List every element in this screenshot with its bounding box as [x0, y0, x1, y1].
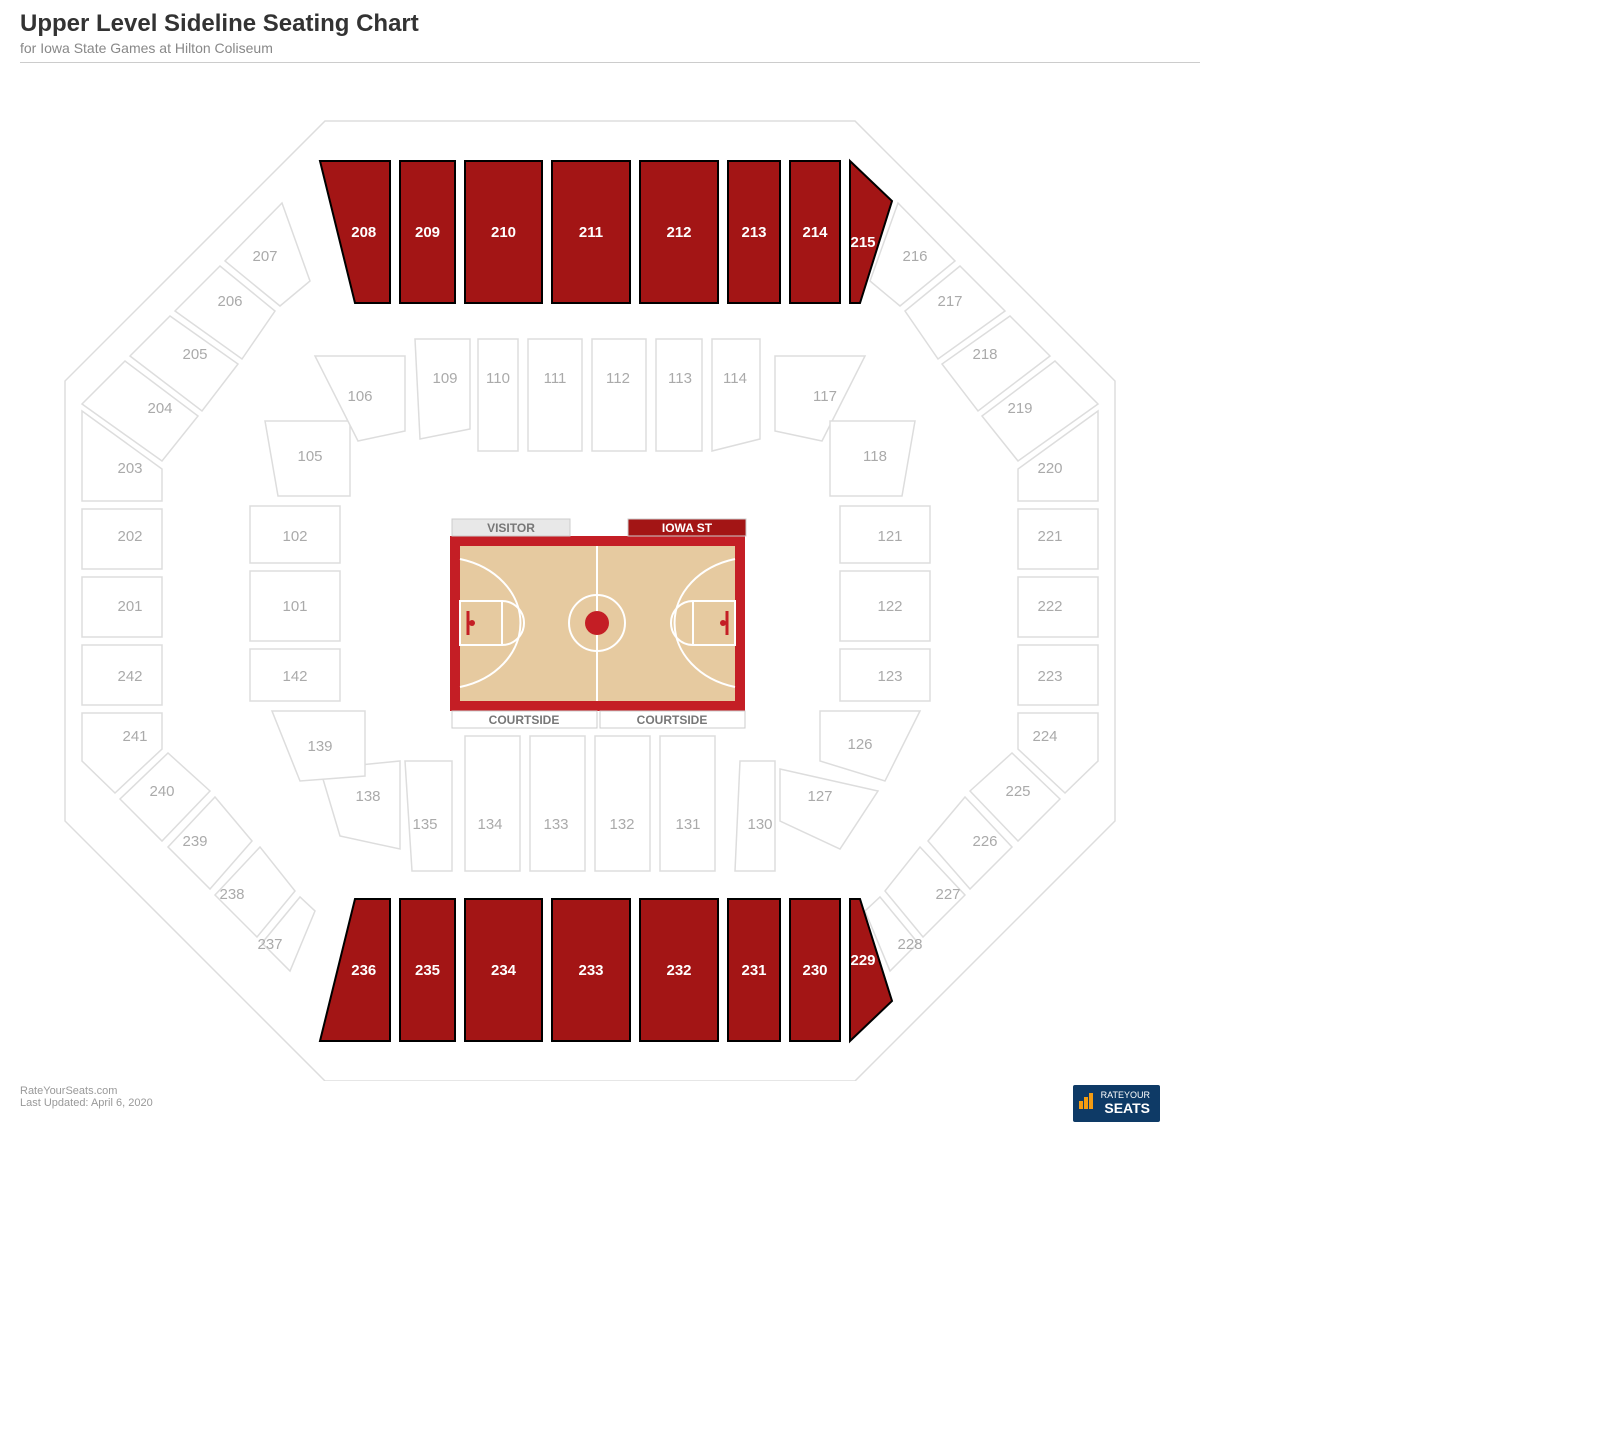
- section-label: 208: [351, 224, 376, 241]
- section-112[interactable]: [592, 339, 646, 451]
- section-label: 240: [149, 783, 174, 800]
- section-label: 109: [432, 370, 457, 387]
- section-label: 233: [578, 962, 603, 979]
- section-label: 220: [1037, 460, 1062, 477]
- section-134[interactable]: [465, 736, 520, 871]
- section-label: 101: [282, 598, 307, 615]
- section-label: 134: [477, 816, 502, 833]
- footer: RateYourSeats.com Last Updated: April 6,…: [20, 1085, 1160, 1122]
- section-label: 127: [807, 788, 832, 805]
- section-label: 132: [609, 816, 634, 833]
- courtside-label-right: COURTSIDE: [637, 713, 708, 727]
- section-label: 218: [972, 346, 997, 363]
- section-label: 227: [935, 886, 960, 903]
- section-label: 207: [252, 248, 277, 265]
- section-label: 241: [122, 728, 147, 745]
- logo-bars-icon: [1079, 1091, 1097, 1109]
- section-label: 214: [802, 224, 828, 241]
- section-111[interactable]: [528, 339, 582, 451]
- visitor-bench-label: VISITOR: [487, 521, 535, 535]
- section-label: 102: [282, 528, 307, 545]
- section-label: 142: [282, 668, 307, 685]
- section-label: 106: [347, 388, 372, 405]
- section-label: 126: [847, 736, 872, 753]
- section-label: 225: [1005, 783, 1030, 800]
- section-label: 105: [297, 448, 322, 465]
- section-label: 223: [1037, 668, 1062, 685]
- chart-title: Upper Level Sideline Seating Chart: [20, 10, 1200, 38]
- section-label: 206: [217, 293, 242, 310]
- section-label: 138: [355, 788, 380, 805]
- section-label: 242: [117, 668, 142, 685]
- section-label: 202: [117, 528, 142, 545]
- section-label: 213: [741, 224, 766, 241]
- section-label: 222: [1037, 598, 1062, 615]
- footer-updated: Last Updated: April 6, 2020: [20, 1097, 153, 1109]
- section-label: 111: [544, 370, 567, 387]
- section-label: 234: [491, 962, 517, 979]
- section-label: 215: [850, 234, 875, 251]
- section-label: 212: [666, 224, 691, 241]
- section-label: 237: [257, 936, 282, 953]
- section-label: 110: [486, 370, 510, 387]
- section-label: 112: [606, 370, 630, 387]
- section-label: 130: [747, 816, 772, 833]
- section-label: 210: [491, 224, 516, 241]
- section-label: 203: [117, 460, 142, 477]
- section-114[interactable]: [712, 339, 760, 451]
- section-label: 231: [741, 962, 766, 979]
- section-132[interactable]: [595, 736, 650, 871]
- section-label: 113: [668, 370, 692, 387]
- section-label: 121: [877, 528, 902, 545]
- section-label: 204: [147, 400, 172, 417]
- courtside-label-left: COURTSIDE: [489, 713, 560, 727]
- seating-chart: 216 217 218 219 220 221 222 223 224 225 226 227 228 2…: [20, 81, 1160, 1081]
- section-label: 118: [863, 448, 887, 465]
- section-label: 221: [1037, 528, 1062, 545]
- section-label: 205: [182, 346, 207, 363]
- section-label: 228: [897, 936, 922, 953]
- home-bench-label: IOWA ST: [662, 521, 713, 535]
- section-label: 226: [972, 833, 997, 850]
- section-label: 216: [902, 248, 927, 265]
- section-label: 131: [675, 816, 700, 833]
- section-label: 135: [412, 816, 437, 833]
- section-131[interactable]: [660, 736, 715, 871]
- section-109[interactable]: [415, 339, 470, 439]
- section-label: 201: [117, 598, 142, 615]
- section-label: 123: [877, 668, 902, 685]
- basketball-court: VISITOR IOWA ST COURTSIDE COURTSIDE: [450, 519, 746, 728]
- section-label: 133: [543, 816, 568, 833]
- section-label: 232: [666, 962, 691, 979]
- section-label: 238: [219, 886, 244, 903]
- section-133[interactable]: [530, 736, 585, 871]
- section-label: 209: [415, 224, 440, 241]
- section-label: 236: [351, 962, 376, 979]
- section-110[interactable]: [478, 339, 518, 451]
- section-label: 219: [1007, 400, 1032, 417]
- section-113[interactable]: [656, 339, 702, 451]
- section-label: 230: [802, 962, 827, 979]
- section-label: 224: [1032, 728, 1057, 745]
- section-label: 117: [813, 388, 837, 405]
- section-label: 114: [723, 370, 747, 387]
- section-label: 211: [579, 224, 603, 241]
- footer-site: RateYourSeats.com: [20, 1085, 117, 1097]
- section-label: 217: [937, 293, 962, 310]
- site-logo: RATEYOUR SEATS: [1073, 1085, 1160, 1122]
- section-label: 235: [415, 962, 440, 979]
- section-label: 229: [850, 952, 875, 969]
- chart-subtitle: for Iowa State Games at Hilton Coliseum: [20, 40, 1200, 63]
- section-label: 239: [182, 833, 207, 850]
- section-label: 122: [877, 598, 902, 615]
- section-label: 139: [307, 738, 332, 755]
